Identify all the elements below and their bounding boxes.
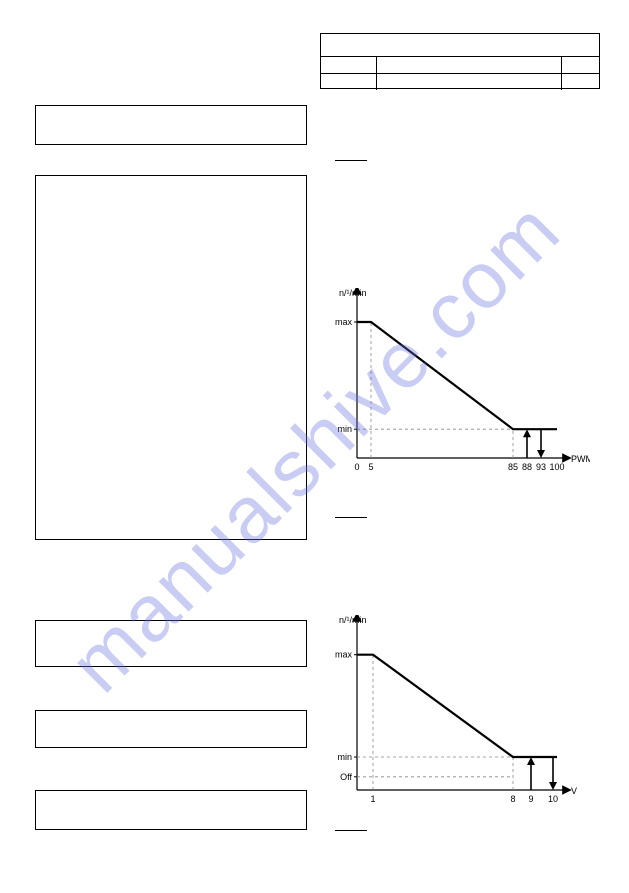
svg-text:n/¹/min: n/¹/min — [339, 615, 367, 625]
underline-3 — [335, 830, 367, 831]
svg-text:1: 1 — [370, 794, 375, 804]
svg-text:V: V — [571, 786, 577, 796]
chart-2-svg: n/¹/min Vmax min Off 1 8 9 10 — [335, 615, 590, 820]
box-d — [35, 710, 307, 748]
box-a — [35, 105, 307, 145]
underline-2 — [335, 517, 367, 518]
svg-text:100: 100 — [549, 462, 564, 472]
svg-text:Off: Off — [340, 772, 352, 782]
svg-text:min: min — [337, 752, 352, 762]
svg-text:9: 9 — [528, 794, 533, 804]
svg-text:PWM %: PWM % — [571, 454, 590, 464]
underline-1 — [335, 160, 367, 161]
svg-text:max: max — [335, 650, 352, 660]
top-table — [320, 33, 600, 89]
chart-1: n/¹/min PWM % max min 05 85 88 93100 — [335, 288, 590, 478]
svg-text:max: max — [335, 317, 352, 327]
page: manualshive.com n/¹/minPWM %maxmin058588… — [0, 0, 629, 893]
svg-text:93: 93 — [536, 462, 546, 472]
svg-text:88: 88 — [522, 462, 532, 472]
svg-text:85: 85 — [508, 462, 518, 472]
svg-text:10: 10 — [548, 794, 558, 804]
svg-text:min: min — [337, 424, 352, 434]
svg-text:5: 5 — [368, 462, 373, 472]
box-b — [35, 175, 307, 540]
svg-text:n/¹/min: n/¹/min — [339, 288, 367, 298]
box-e — [35, 790, 307, 830]
chart-2: n/¹/min Vmax min Off 1 8 9 10 — [335, 615, 590, 815]
svg-text:0: 0 — [354, 462, 359, 472]
svg-text:8: 8 — [510, 794, 515, 804]
box-c — [35, 620, 307, 667]
chart-1-svg: n/¹/min PWM % max min 05 85 88 93100 — [335, 288, 590, 488]
